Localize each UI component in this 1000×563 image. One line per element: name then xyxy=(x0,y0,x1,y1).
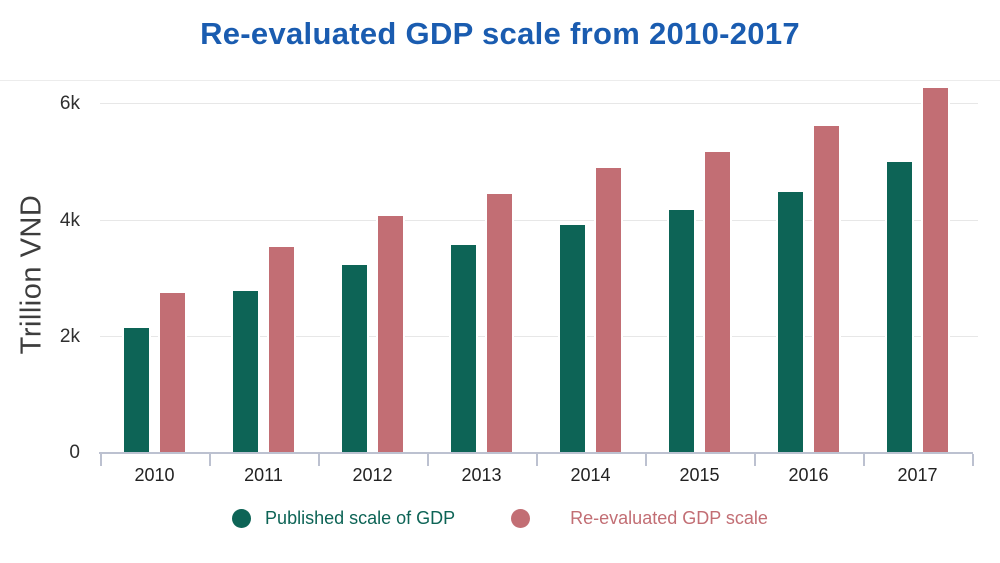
bar-2017-published xyxy=(885,162,914,453)
bar-2015-published xyxy=(667,209,696,453)
x-axis-tick xyxy=(754,454,756,466)
legend-item-re-evaluated: Re-evaluated GDP scale xyxy=(511,508,768,529)
x-label-2016: 2016 xyxy=(788,465,829,485)
x-label-2014: 2014 xyxy=(570,465,611,485)
x-label-2011: 2011 xyxy=(244,465,283,485)
y-tick-4k: 4k xyxy=(59,209,80,231)
bar-2012-published xyxy=(340,264,369,453)
title-divider xyxy=(0,80,1000,81)
x-axis-tick xyxy=(427,454,429,466)
y-tick-2k: 2k xyxy=(59,325,80,347)
bar-2014-re-evaluated xyxy=(594,167,623,453)
legend-label: Re-evaluated GDP scale xyxy=(570,508,768,528)
category-group-2010 xyxy=(100,85,209,453)
plot-area xyxy=(100,85,978,453)
bar-2015-re-evaluated xyxy=(703,152,732,453)
y-tick-0: 0 xyxy=(69,442,80,463)
category-group-2014 xyxy=(536,85,645,453)
gridline-6k xyxy=(100,103,978,105)
category-group-2012 xyxy=(318,85,427,453)
bar-2013-published xyxy=(449,244,478,453)
x-label-2015: 2015 xyxy=(679,465,720,485)
category-group-2011 xyxy=(209,85,318,453)
x-axis-tick xyxy=(536,454,538,466)
legend-dot-icon xyxy=(232,509,252,528)
bar-2010-re-evaluated xyxy=(158,293,187,453)
bar-2017-re-evaluated xyxy=(921,88,950,453)
x-axis-tick xyxy=(318,454,320,466)
bar-2010-published xyxy=(122,327,151,453)
bar-2011-published xyxy=(231,291,260,453)
bar-2014-published xyxy=(558,224,587,453)
x-axis-line xyxy=(99,452,973,454)
legend-label: Published scale of GDP xyxy=(265,508,456,528)
category-group-2013 xyxy=(427,85,536,453)
x-label-2010: 2010 xyxy=(134,465,175,485)
x-axis-tick xyxy=(209,454,211,466)
y-axis-tick-labels: 0 2k 4k 6k xyxy=(0,85,88,463)
x-axis-tick xyxy=(863,454,865,466)
bar-2012-re-evaluated xyxy=(376,215,405,453)
category-group-2017 xyxy=(863,85,972,453)
gridline-4k xyxy=(100,219,978,221)
x-axis-tick xyxy=(972,454,974,466)
chart-title: Re-evaluated GDP scale from 2010-2017 xyxy=(200,16,800,51)
x-axis-tick xyxy=(100,454,102,466)
x-axis-tick xyxy=(645,454,647,466)
gridline-2k xyxy=(100,335,978,337)
bar-2013-re-evaluated xyxy=(485,194,514,453)
legend-dot-icon xyxy=(511,509,531,528)
x-label-2012: 2012 xyxy=(352,465,393,485)
category-group-2015 xyxy=(645,85,754,453)
x-axis-labels: 2010 2011 2012 2013 2014 2015 2016 2017 xyxy=(100,465,972,489)
chart-legend: Published scale of GDP Re-evaluated GDP s… xyxy=(0,508,1000,529)
y-tick-6k: 6k xyxy=(59,93,80,115)
bar-2011-re-evaluated xyxy=(267,247,296,453)
legend-item-published: Published scale of GDP xyxy=(232,508,455,529)
x-label-2017: 2017 xyxy=(897,465,938,485)
x-label-2013: 2013 xyxy=(461,465,502,485)
bar-2016-published xyxy=(776,191,805,453)
bar-2016-re-evaluated xyxy=(812,125,841,453)
category-group-2016 xyxy=(754,85,863,453)
